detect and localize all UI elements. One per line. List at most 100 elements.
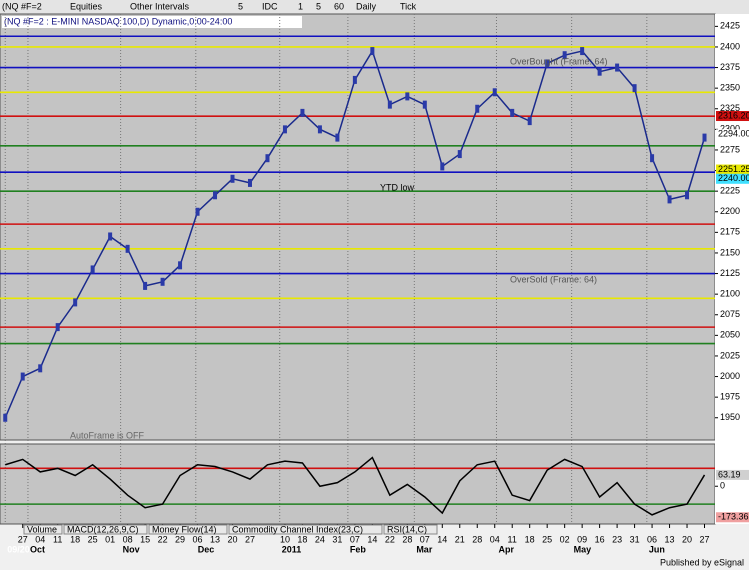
y-tick-label: 2150	[720, 247, 740, 257]
month-label: 09/20/10	[7, 544, 42, 554]
x-tick-label: 04	[490, 534, 500, 544]
x-tick-label: 09	[577, 534, 587, 544]
bar-mark	[510, 108, 515, 117]
toolbar-button[interactable]: 5	[238, 1, 243, 11]
indicator-tab[interactable]	[383, 524, 438, 535]
annotation: YTD low	[380, 182, 415, 192]
month-label: 2011	[282, 544, 302, 554]
bar-mark	[143, 281, 148, 290]
y-tick-label: 2200	[720, 206, 740, 216]
bar-mark	[615, 63, 620, 72]
value-flag-label: -173.36	[718, 512, 749, 522]
month-label: Jun	[649, 544, 665, 554]
y-tick-label: 2425	[720, 21, 740, 31]
indicator-tab-label: Money Flow(14)	[152, 524, 217, 534]
price-flag	[716, 111, 749, 122]
bar-mark	[702, 133, 707, 142]
bar-mark	[370, 47, 375, 56]
bar-mark	[38, 364, 43, 373]
bar-mark	[405, 92, 410, 101]
indicator-tab[interactable]	[228, 524, 383, 535]
x-tick-label: 29	[175, 534, 185, 544]
bar-mark	[125, 244, 130, 253]
toolbar-button[interactable]: Other Intervals	[130, 1, 190, 11]
bar-mark	[178, 261, 183, 270]
bar-mark	[457, 150, 462, 159]
y-tick-label: 2175	[720, 227, 740, 237]
y-tick-label: 2350	[720, 83, 740, 93]
price-flag-label: 2240.00	[718, 173, 749, 183]
annotation: OverSold (Frame: 64)	[510, 274, 597, 284]
y-tick-label: 2000	[720, 371, 740, 381]
x-tick-label: 18	[70, 534, 80, 544]
bar-mark	[475, 104, 480, 113]
bar-mark	[213, 191, 218, 200]
bar-mark	[352, 75, 357, 84]
x-tick-label: 14	[437, 534, 447, 544]
y-tick-label: 0	[720, 481, 725, 491]
toolbar-button[interactable]: (NQ #F=2	[2, 1, 42, 11]
x-tick-label: 13	[665, 534, 675, 544]
month-label: Dec	[198, 544, 215, 554]
y-tick-label: 2075	[720, 309, 740, 319]
y-tick-label: 2325	[720, 103, 740, 113]
bar-mark	[282, 125, 287, 134]
footer: Published by eSignal	[660, 557, 744, 567]
y-tick-label: 2050	[720, 330, 740, 340]
month-label: May	[574, 544, 592, 554]
toolbar-button[interactable]: Equities	[70, 1, 103, 11]
bar-mark	[230, 174, 235, 183]
series-line	[5, 456, 706, 516]
toolbar-button[interactable]: 5	[316, 1, 321, 11]
y-tick-label: 2400	[720, 41, 740, 51]
x-tick-label: 24	[315, 534, 325, 544]
x-tick-label: 10	[280, 534, 290, 544]
month-label: Mar	[416, 544, 433, 554]
bar-mark	[527, 117, 532, 126]
price-flag	[716, 164, 749, 175]
x-tick-label: 31	[630, 534, 640, 544]
x-tick-label: 01	[105, 534, 115, 544]
bar-mark	[492, 88, 497, 97]
toolbar-button[interactable]: 1	[298, 1, 303, 11]
x-tick-label: 14	[367, 534, 377, 544]
value-flag	[716, 512, 749, 523]
x-tick-label: 11	[508, 534, 517, 544]
bar-mark	[73, 298, 78, 307]
value-flag-label: 63.19	[718, 469, 741, 479]
indicator-tab[interactable]	[23, 524, 63, 535]
x-tick-label: 16	[595, 534, 605, 544]
x-tick-label: 31	[332, 534, 342, 544]
title-bg	[2, 16, 302, 28]
x-tick-label: 15	[140, 534, 150, 544]
indicator-tab[interactable]	[63, 524, 148, 535]
toolbar-button[interactable]: Tick	[400, 1, 417, 11]
month-label: Oct	[30, 544, 45, 554]
annotation: OverBought (Frame: 64)	[510, 56, 608, 66]
month-label: Feb	[350, 544, 367, 554]
bar-mark	[195, 207, 200, 216]
toolbar-button[interactable]: 60	[334, 1, 344, 11]
x-tick-label: 20	[682, 534, 692, 544]
chart-title: (NQ #F=2 : E-MINI NASDAQ 100,D) Dynamic,…	[4, 16, 232, 26]
bar-mark	[20, 372, 25, 381]
indicator-tab[interactable]	[148, 524, 228, 535]
x-tick-label: 22	[158, 534, 168, 544]
x-tick-label: 20	[227, 534, 237, 544]
x-tick-label: 13	[210, 534, 220, 544]
bar-mark	[422, 100, 427, 109]
indicator-tab-label: RSI(14,C)	[387, 524, 427, 534]
toolbar-button[interactable]: IDC	[262, 1, 278, 11]
month-label: Apr	[498, 544, 514, 554]
y-tick-label: 2225	[720, 186, 740, 196]
toolbar-button[interactable]: Daily	[356, 1, 377, 11]
y-tick-label: 1975	[720, 392, 740, 402]
x-tick-label: 25	[88, 534, 98, 544]
bar-mark	[545, 59, 550, 68]
x-tick-label: 18	[297, 534, 307, 544]
y-tick-label: 1950	[720, 412, 740, 422]
x-tick-label: 22	[385, 534, 395, 544]
price-flag-label: 2251.25	[718, 164, 749, 174]
x-tick-label: 06	[647, 534, 657, 544]
